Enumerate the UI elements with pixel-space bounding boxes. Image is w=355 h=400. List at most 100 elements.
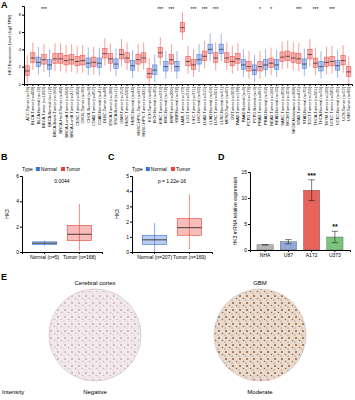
y-tick-label: 2 <box>16 224 19 230</box>
box <box>69 55 73 65</box>
y-tick: 1 <box>126 234 132 240</box>
y-tick-label: 5 <box>126 173 129 179</box>
x-tick-mark <box>121 84 122 86</box>
median <box>147 73 151 74</box>
x-tick: U373 <box>329 250 341 258</box>
y-tick-mark <box>130 176 132 177</box>
x-tick-mark <box>88 84 89 86</box>
x-tick: KIRP.Normal (n=32) <box>174 84 179 123</box>
box <box>53 54 57 64</box>
x-tick-label: HNSC-HPV+.Tumor (n=97) <box>136 86 141 135</box>
box <box>81 55 85 65</box>
x-tick: ESCA.Normal (n=11) <box>113 84 118 124</box>
x-tick-label: CHOL.Normal (n=9) <box>86 86 91 122</box>
significance: * <box>259 6 261 12</box>
y-tick-mark <box>248 250 250 251</box>
box <box>202 51 206 61</box>
y-tick-mark <box>130 252 132 253</box>
x-tick-label: PCPG.Normal (n=3) <box>252 86 257 123</box>
x-tick: DLBC.Tumor (n=48) <box>102 84 107 123</box>
box <box>319 61 323 71</box>
x-tick-mark <box>248 84 249 86</box>
legend-label: Normal <box>41 166 57 172</box>
median <box>119 54 123 55</box>
y-axis-title: HK3 <box>114 209 120 219</box>
x-tick-label: U87 <box>284 252 293 258</box>
x-tick-mark <box>343 84 344 86</box>
x-tick: BRCA-Her2.Tumor (n=82) <box>58 84 63 133</box>
x-tick-mark <box>138 84 139 86</box>
x-tick: LGG.Tumor (n=516) <box>185 84 190 123</box>
x-tick: UCS.Tumor (n=57) <box>341 84 346 121</box>
x-tick: PRAD.Tumor (n=497) <box>257 84 262 126</box>
box <box>247 61 251 71</box>
x-tick-mark <box>265 84 266 86</box>
box <box>225 53 229 63</box>
median <box>308 54 312 55</box>
box <box>25 66 29 76</box>
legend: TypeNormalTumor <box>22 166 81 172</box>
median <box>302 64 306 65</box>
x-tick: PAAD.Normal (n=4) <box>241 84 246 122</box>
x-tick: CESC.Tumor (n=304) <box>75 84 80 126</box>
y-tick: 0 <box>126 249 132 255</box>
x-tick: PCPG.Normal (n=3) <box>252 84 257 123</box>
x-axis-line <box>25 85 353 87</box>
median <box>236 58 240 59</box>
y-tick-label: 0 <box>19 82 22 87</box>
x-tick: LIHC.Normal (n=50) <box>196 84 201 123</box>
x-tick: KIRP.Tumor (n=290) <box>169 84 174 123</box>
x-tick: KIRC.Tumor (n=533) <box>158 84 163 124</box>
tissue-image <box>49 289 141 381</box>
x-tick-label: ESCA.Tumor (n=184) <box>108 86 113 125</box>
y-tick-label: 10 <box>241 195 247 201</box>
y-tick: 4 <box>19 47 24 52</box>
box <box>219 44 223 54</box>
x-tick-label: UCEC.Normal (n=35) <box>335 86 340 125</box>
box <box>142 235 166 244</box>
y-tick: 0 <box>19 82 24 87</box>
y-tick: 4 <box>126 188 132 194</box>
median <box>197 59 201 60</box>
x-tick-mark <box>254 84 255 86</box>
x-tick-mark <box>110 84 111 86</box>
box <box>103 48 107 58</box>
median <box>202 56 206 57</box>
x-tick-label: CESC.Tumor (n=304) <box>75 86 80 125</box>
box <box>236 54 240 64</box>
intensity-value: Moderate <box>247 389 273 395</box>
y-tick-label: 6 <box>19 30 22 35</box>
y-tick-mark <box>130 206 132 207</box>
y-tick: 6 <box>19 30 24 35</box>
box <box>330 56 334 66</box>
x-tick: LUSC.Normal (n=51) <box>219 84 224 124</box>
median <box>225 58 229 59</box>
x-tick-mark <box>320 84 321 86</box>
x-tick-label: KIRP.Tumor (n=290) <box>169 86 174 123</box>
box <box>108 54 112 64</box>
median <box>164 66 168 67</box>
x-tick: THYM.Tumor (n=120) <box>324 84 329 126</box>
x-tick: CHOL.Tumor (n=36) <box>80 84 85 123</box>
x-tick-mark <box>276 84 277 86</box>
box <box>47 60 51 70</box>
y-tick-mark <box>22 67 24 68</box>
box <box>291 53 295 63</box>
intensity-value: Negative <box>83 389 107 395</box>
x-tick: BRCA-Basal.Tumor (n=190) <box>52 84 57 137</box>
x-tick-label: KIRP.Normal (n=32) <box>174 86 179 122</box>
y-tick: 2 <box>126 219 132 225</box>
x-tick: STAD.Normal (n=35) <box>302 84 307 124</box>
y-tick: 8 <box>19 12 24 17</box>
plot-area <box>25 12 351 84</box>
x-tick-label: BRCA.Normal (n=112) <box>47 86 52 126</box>
median <box>313 63 317 64</box>
median <box>125 58 129 59</box>
median <box>81 60 85 61</box>
panel-label: B <box>1 152 8 162</box>
x-tick-label: U373 <box>329 252 341 258</box>
y-axis-line <box>130 177 133 253</box>
y-tick-mark <box>20 252 22 253</box>
box <box>136 55 140 65</box>
legend-swatch <box>146 167 150 171</box>
